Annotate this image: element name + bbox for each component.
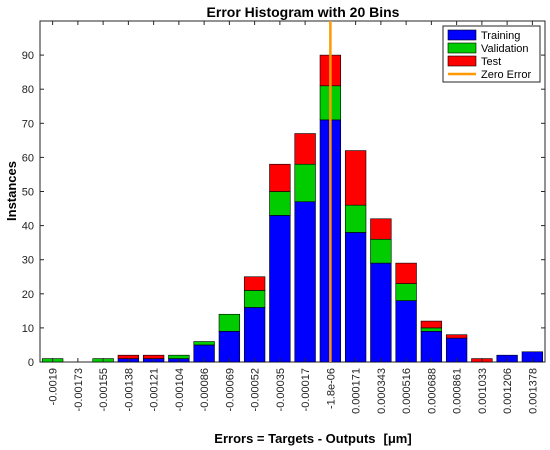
y-tick-label: 60 [22, 152, 34, 164]
bar-validation-12 [344, 204, 367, 233]
bar-test-8 [243, 276, 266, 291]
y-tick-label: 50 [22, 187, 34, 199]
bar-validation-7 [218, 313, 241, 332]
x-tick-label: 0.000171 [351, 368, 363, 414]
legend-swatch-training [447, 29, 477, 41]
y-tick-label: 90 [22, 50, 34, 62]
bar-validation-13 [370, 238, 392, 264]
legend-label-zero-error: Zero Error [481, 69, 531, 81]
x-tick-label: -0.00155 [98, 368, 110, 411]
x-tick-label: -0.00138 [123, 368, 135, 411]
legend-swatch-test [447, 55, 477, 67]
x-axis-label-text: Errors = Targets - Outputs [214, 431, 375, 446]
bar-test-10 [294, 133, 316, 165]
x-tick-label: 0.001378 [527, 368, 539, 414]
y-tick-label: 10 [22, 323, 34, 335]
legend-label-validation: Validation [481, 43, 529, 55]
y-tick-label: 70 [22, 118, 34, 130]
y-tick-label: 40 [22, 221, 34, 233]
legend-label-test: Test [481, 56, 501, 68]
x-tick-label: -0.00035 [275, 368, 287, 411]
bar-training-15 [420, 331, 443, 363]
x-tick-label: -0.00052 [250, 368, 262, 411]
bar-training-8 [243, 307, 266, 363]
bar-training-7 [218, 331, 241, 363]
x-tick-label: 0.001206 [502, 368, 514, 414]
y-tick-label: 20 [22, 289, 34, 301]
bar-validation-15 [420, 327, 443, 332]
bar-test-13 [370, 218, 392, 240]
x-tick-label: -0.00086 [199, 368, 211, 411]
bar-test-16 [445, 334, 468, 339]
bar-test-14 [395, 262, 417, 284]
bar-training-9 [269, 215, 291, 363]
x-tick-label: -0.00121 [149, 368, 161, 411]
x-tick-label: 0.000688 [426, 368, 438, 414]
chart-title: Error Histogram with 20 Bins [207, 4, 400, 20]
bar-validation-14 [395, 283, 417, 301]
bar-validation-8 [243, 290, 266, 308]
bar-test-9 [269, 163, 291, 192]
legend-label-training: Training [481, 30, 520, 42]
x-tick-label: -0.0019 [48, 368, 60, 405]
legend-swatch-validation [447, 42, 477, 54]
x-tick-label: -0.00173 [73, 368, 85, 411]
bar-training-10 [294, 201, 316, 363]
bar-test-15 [420, 320, 443, 329]
y-tick-label: 80 [22, 84, 34, 96]
bar-training-14 [395, 300, 417, 363]
y-tick-label: 30 [22, 255, 34, 267]
y-axis-label: Instances [4, 161, 19, 221]
bar-validation-6 [193, 341, 215, 346]
y-tick-label: 0 [28, 357, 34, 369]
bar-test-12 [344, 150, 367, 206]
x-tick-label: -0.00104 [174, 368, 186, 411]
x-tick-label: 0.000516 [401, 368, 413, 414]
x-tick-label: -0.00069 [224, 368, 236, 411]
bar-validation-10 [294, 163, 316, 203]
x-tick-label: 0.000343 [376, 368, 388, 414]
x-tick-label: -1.8e-06 [325, 368, 337, 409]
x-axis-label: Errors = Targets - Outputs [μm] [214, 431, 411, 446]
bar-training-12 [344, 232, 367, 363]
bar-validation-9 [269, 191, 291, 216]
x-axis-unit: [μm] [384, 431, 412, 446]
x-tick-label: 0.000861 [452, 368, 464, 414]
x-tick-label: -0.00017 [300, 368, 312, 411]
x-tick-label: 0.001033 [477, 368, 489, 414]
bar-training-13 [370, 262, 392, 363]
